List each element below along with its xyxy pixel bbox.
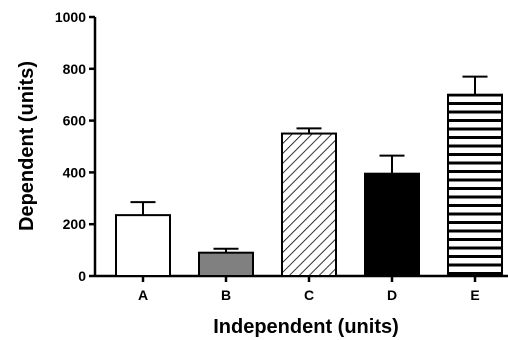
y-tick-label: 0 (78, 268, 86, 284)
x-tick-label: A (138, 287, 148, 303)
bar-D (364, 172, 420, 278)
bar-E (447, 93, 503, 277)
x-tick-label: C (304, 287, 314, 303)
x-axis-ticks: A B C D E (138, 276, 480, 303)
y-tick-label: 200 (63, 216, 87, 232)
y-tick-label: 1000 (55, 9, 86, 25)
x-axis-title: Independent (units) (213, 316, 399, 338)
y-tick-label: 800 (63, 61, 87, 77)
y-axis-ticks: 0 200 400 600 800 1000 (55, 9, 95, 284)
bar-C (281, 132, 337, 277)
y-axis-title: Dependent (units) (16, 61, 38, 231)
bar-B (198, 251, 254, 278)
bar-A (115, 214, 171, 277)
x-tick-label: D (387, 287, 397, 303)
y-tick-label: 600 (63, 113, 87, 129)
y-tick-label: 400 (63, 164, 87, 180)
bars (115, 75, 503, 278)
x-tick-label: B (221, 287, 231, 303)
x-tick-label: E (470, 287, 479, 303)
